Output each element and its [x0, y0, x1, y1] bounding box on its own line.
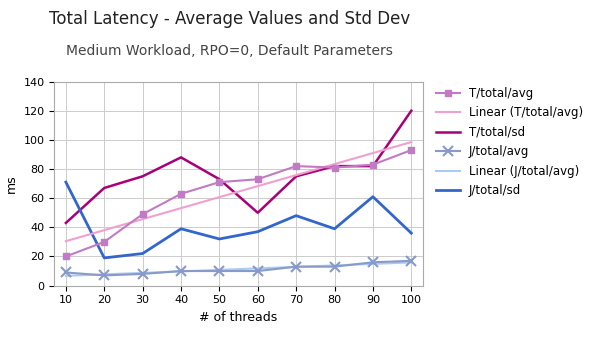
J/total/sd	[216, 237, 223, 241]
Linear (J/total/avg)	[292, 265, 300, 269]
T/total/sd	[101, 186, 108, 190]
Line: J/total/avg: J/total/avg	[61, 256, 416, 280]
X-axis label: # of threads: # of threads	[199, 311, 278, 324]
Linear (J/total/avg)	[216, 268, 223, 272]
T/total/avg	[292, 164, 300, 168]
Line: Linear (T/total/avg): Linear (T/total/avg)	[66, 142, 411, 241]
Linear (T/total/avg)	[254, 184, 262, 188]
J/total/avg	[408, 259, 415, 263]
Linear (T/total/avg)	[216, 195, 223, 199]
Linear (J/total/avg)	[331, 264, 338, 268]
Y-axis label: ms: ms	[5, 174, 18, 193]
T/total/sd	[369, 164, 376, 168]
T/total/avg	[101, 240, 108, 244]
T/total/avg	[331, 166, 338, 170]
J/total/avg	[254, 269, 262, 273]
J/total/sd	[62, 180, 69, 184]
T/total/avg	[62, 254, 69, 258]
J/total/sd	[139, 252, 146, 256]
J/total/sd	[254, 230, 262, 234]
J/total/sd	[408, 231, 415, 235]
J/total/avg	[101, 273, 108, 277]
Linear (J/total/avg)	[62, 274, 69, 278]
Linear (T/total/avg)	[62, 239, 69, 243]
T/total/avg	[216, 180, 223, 184]
Text: Total Latency - Average Values and Std Dev: Total Latency - Average Values and Std D…	[49, 10, 410, 28]
T/total/avg	[178, 192, 185, 196]
Linear (T/total/avg)	[178, 206, 185, 210]
T/total/sd	[331, 164, 338, 168]
J/total/sd	[369, 195, 376, 199]
Linear (J/total/avg)	[101, 272, 108, 276]
T/total/avg	[369, 163, 376, 167]
J/total/avg	[369, 260, 376, 264]
T/total/avg	[139, 212, 146, 216]
Linear (J/total/avg)	[139, 271, 146, 275]
T/total/avg	[254, 177, 262, 181]
T/total/sd	[178, 155, 185, 159]
Linear (T/total/avg)	[369, 151, 376, 155]
Linear (T/total/avg)	[331, 162, 338, 166]
T/total/sd	[62, 221, 69, 225]
Linear (J/total/avg)	[254, 266, 262, 270]
T/total/sd	[408, 109, 415, 113]
Line: T/total/sd: T/total/sd	[66, 111, 411, 223]
J/total/avg	[292, 265, 300, 269]
Linear (T/total/avg)	[408, 140, 415, 144]
Linear (J/total/avg)	[178, 269, 185, 273]
Linear (J/total/avg)	[369, 262, 376, 266]
J/total/avg	[178, 269, 185, 273]
Line: Linear (J/total/avg): Linear (J/total/avg)	[66, 262, 411, 276]
Linear (T/total/avg)	[101, 228, 108, 232]
T/total/sd	[216, 177, 223, 181]
T/total/sd	[292, 174, 300, 179]
J/total/avg	[216, 269, 223, 273]
T/total/sd	[254, 211, 262, 215]
Legend: T/total/avg, Linear (T/total/avg), T/total/sd, J/total/avg, Linear (J/total/avg): T/total/avg, Linear (T/total/avg), T/tot…	[432, 83, 586, 201]
J/total/avg	[331, 265, 338, 269]
Linear (J/total/avg)	[408, 260, 415, 265]
Text: Medium Workload, RPO=0, Default Parameters: Medium Workload, RPO=0, Default Paramete…	[66, 44, 393, 58]
J/total/sd	[101, 256, 108, 260]
Line: J/total/sd: J/total/sd	[66, 182, 411, 258]
Linear (T/total/avg)	[292, 173, 300, 177]
J/total/sd	[178, 227, 185, 231]
J/total/sd	[331, 227, 338, 231]
J/total/avg	[139, 272, 146, 276]
Linear (T/total/avg)	[139, 217, 146, 221]
T/total/sd	[139, 174, 146, 179]
J/total/avg	[62, 270, 69, 274]
J/total/sd	[292, 214, 300, 218]
T/total/avg	[408, 148, 415, 152]
Line: T/total/avg: T/total/avg	[62, 147, 415, 260]
